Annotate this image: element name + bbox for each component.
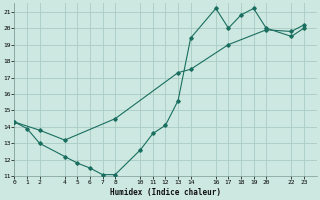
X-axis label: Humidex (Indice chaleur): Humidex (Indice chaleur) xyxy=(110,188,221,197)
